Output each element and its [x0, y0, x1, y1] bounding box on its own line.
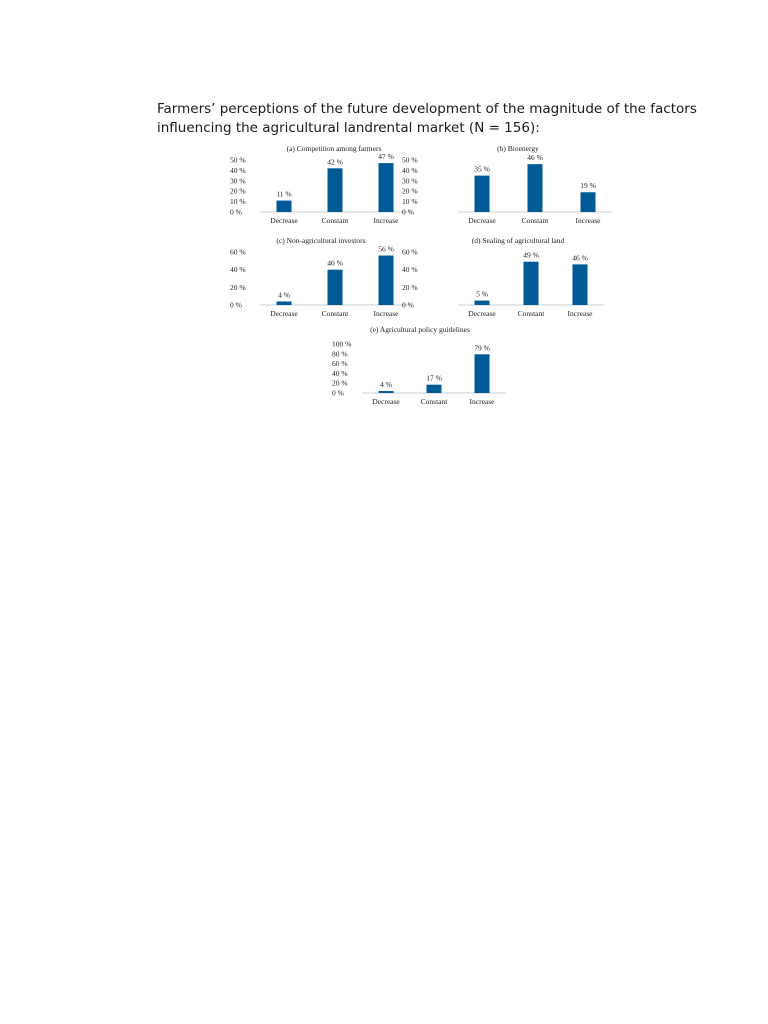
bar-increase [474, 354, 490, 393]
y-tick-label: 0 % [230, 208, 242, 217]
data-label: 46 % [572, 253, 588, 262]
data-label: 79 % [474, 343, 490, 352]
y-tick-label: 40 % [230, 166, 246, 175]
bar-decrease [276, 200, 292, 212]
x-tick-label: Constant [522, 216, 550, 225]
page-title-line-2: influencing the agricultural landrental … [157, 120, 540, 136]
y-tick-label: 50 % [230, 156, 246, 165]
bar-constant [426, 384, 442, 393]
y-tick-label: 60 % [402, 248, 418, 257]
x-tick-label: Increase [374, 216, 400, 225]
x-tick-label: Decrease [372, 397, 400, 406]
y-tick-label: 40 % [230, 265, 246, 274]
x-tick-label: Increase [374, 309, 400, 318]
chart-bioenergy: (b) Bioenergy 0 % 10 %20 % 30 %40 %50 % 35 %… [402, 144, 612, 225]
y-tick-label: 0 % [402, 301, 414, 310]
chart-sealing-of-agricultural-land: (d) Sealing of agricultural land 0 % 20 % 4… [402, 236, 604, 318]
x-tick-label: Increase [568, 309, 594, 318]
y-tick-label: 0 % [230, 301, 242, 310]
data-label: 49 % [523, 251, 539, 260]
x-tick-label: Decrease [468, 309, 496, 318]
data-label: 47 % [378, 152, 394, 161]
x-tick-label: Constant [322, 309, 350, 318]
data-label: 11 % [276, 190, 291, 199]
x-tick-label: Increase [470, 397, 496, 406]
x-tick-label: Constant [518, 309, 546, 318]
data-label: 19 % [580, 181, 596, 190]
chart-title: (d) Sealing of agricultural land [472, 236, 565, 245]
chart-competition-among-farmers: (a) Competition among farmers 0 % 10 %20 %… [230, 144, 410, 225]
chart-title: (e) Agricultural policy guidelines [370, 325, 470, 334]
y-tick-label: 40 % [402, 265, 418, 274]
page-title: Farmers’ perceptions of the future devel… [157, 100, 717, 138]
y-tick-label: 40 % [402, 166, 418, 175]
bar-constant [523, 261, 539, 305]
x-tick-label: Increase [576, 216, 602, 225]
y-tick-label: 100 % [332, 340, 351, 349]
y-tick-label: 60 % [332, 359, 348, 368]
bar-increase [580, 192, 596, 212]
x-tick-label: Decrease [270, 309, 298, 318]
data-label: 17 % [426, 374, 442, 383]
data-label: 46 % [527, 153, 543, 162]
y-tick-label: 20 % [230, 187, 246, 196]
bar-constant [327, 269, 343, 305]
chart-title: (c) Non-agricultural investors [276, 236, 365, 245]
y-tick-label: 10 % [230, 197, 246, 206]
y-tick-label: 80 % [332, 349, 348, 358]
data-label: 5 % [476, 290, 488, 299]
chart-title: (b) Bioenergy [497, 144, 539, 153]
y-tick-label: 0 % [332, 389, 344, 398]
y-tick-label: 20 % [402, 187, 418, 196]
bar-increase [378, 255, 394, 305]
y-tick-label: 30 % [402, 176, 418, 185]
y-tick-label: 20 % [402, 283, 418, 292]
y-tick-label: 40 % [332, 369, 348, 378]
chart-title: (a) Competition among farmers [287, 144, 382, 153]
x-tick-label: Decrease [468, 216, 496, 225]
x-tick-label: Constant [421, 397, 449, 406]
bar-increase [378, 163, 394, 212]
bar-decrease [474, 300, 490, 305]
data-label: 42 % [327, 157, 343, 166]
bar-constant [327, 168, 343, 212]
data-label: 4 % [380, 380, 392, 389]
data-label: 4 % [278, 290, 290, 299]
bar-decrease [276, 301, 292, 305]
chart-non-agricultural-investors: (c) Non-agricultural investors 0 % 20 % 40 … [230, 236, 410, 318]
data-label: 35 % [474, 165, 490, 174]
bar-increase [572, 264, 588, 305]
data-label: 40 % [327, 259, 343, 268]
y-tick-label: 20 % [230, 283, 246, 292]
x-tick-label: Constant [322, 216, 350, 225]
bar-constant [527, 164, 543, 212]
x-tick-label: Decrease [270, 216, 298, 225]
y-tick-label: 10 % [402, 197, 418, 206]
bar-decrease [474, 175, 490, 212]
y-tick-label: 60 % [230, 248, 246, 257]
data-label: 56 % [378, 245, 394, 254]
chart-agricultural-policy-guidelines: (e) Agricultural policy guidelines 0 %20 … [332, 325, 506, 406]
y-tick-label: 20 % [332, 379, 348, 388]
y-tick-label: 30 % [230, 176, 246, 185]
y-tick-label: 0 % [402, 208, 414, 217]
bar-decrease [378, 391, 394, 393]
page-title-line-1: Farmers’ perceptions of the future devel… [157, 101, 697, 117]
y-tick-label: 50 % [402, 156, 418, 165]
